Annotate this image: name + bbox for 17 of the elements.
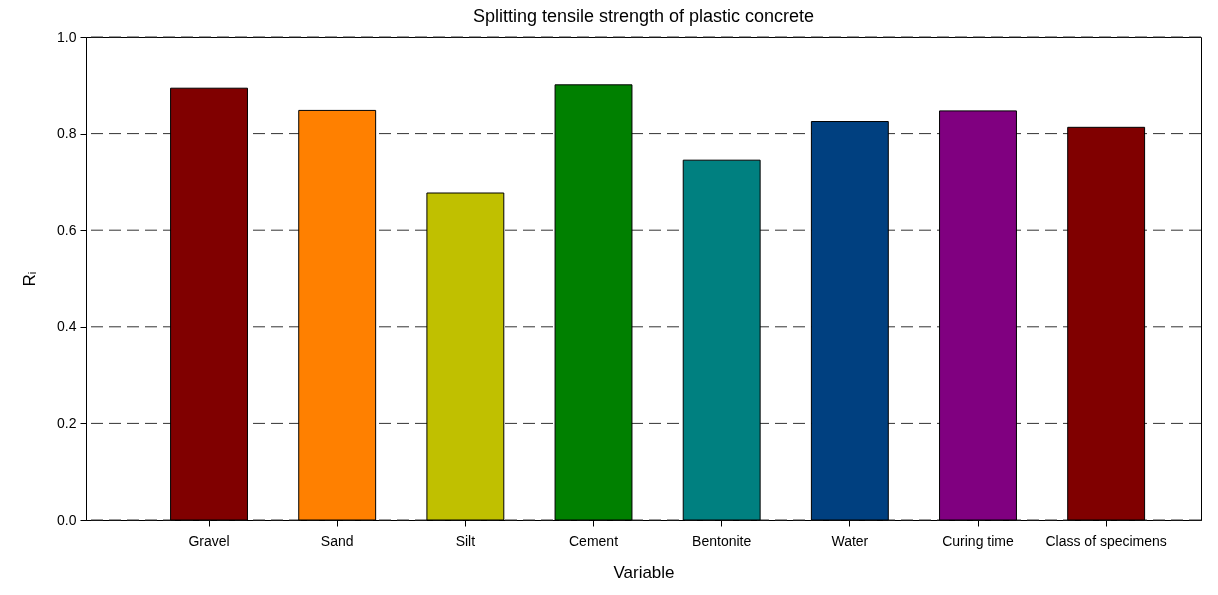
y-tick-label: 0.0: [57, 511, 77, 528]
y-tick-label: 0.4: [57, 318, 77, 335]
x-tick-label: Silt: [455, 532, 476, 549]
x-tick-label: Bentonite: [692, 532, 752, 549]
x-tick-label: Water: [831, 532, 869, 549]
x-tick-label: Curing time: [942, 532, 1014, 549]
y-tick-label: 0.2: [57, 414, 77, 431]
y-tick-label: 1.0: [57, 28, 77, 45]
y-tick-label: 0.8: [57, 125, 77, 142]
x-tick-label: Gravel: [188, 532, 230, 549]
x-tick-label: Sand: [320, 532, 354, 549]
x-axis-title: Variable: [613, 562, 675, 582]
y-tick-label: 0.6: [57, 221, 77, 238]
chart-title: Splitting tensile strength of plastic concrete: [472, 6, 815, 26]
x-tick-label: Class of specimens: [1045, 532, 1167, 549]
x-tick-label: Cement: [569, 532, 619, 549]
y-axis-title: Rᵢ: [20, 271, 40, 287]
